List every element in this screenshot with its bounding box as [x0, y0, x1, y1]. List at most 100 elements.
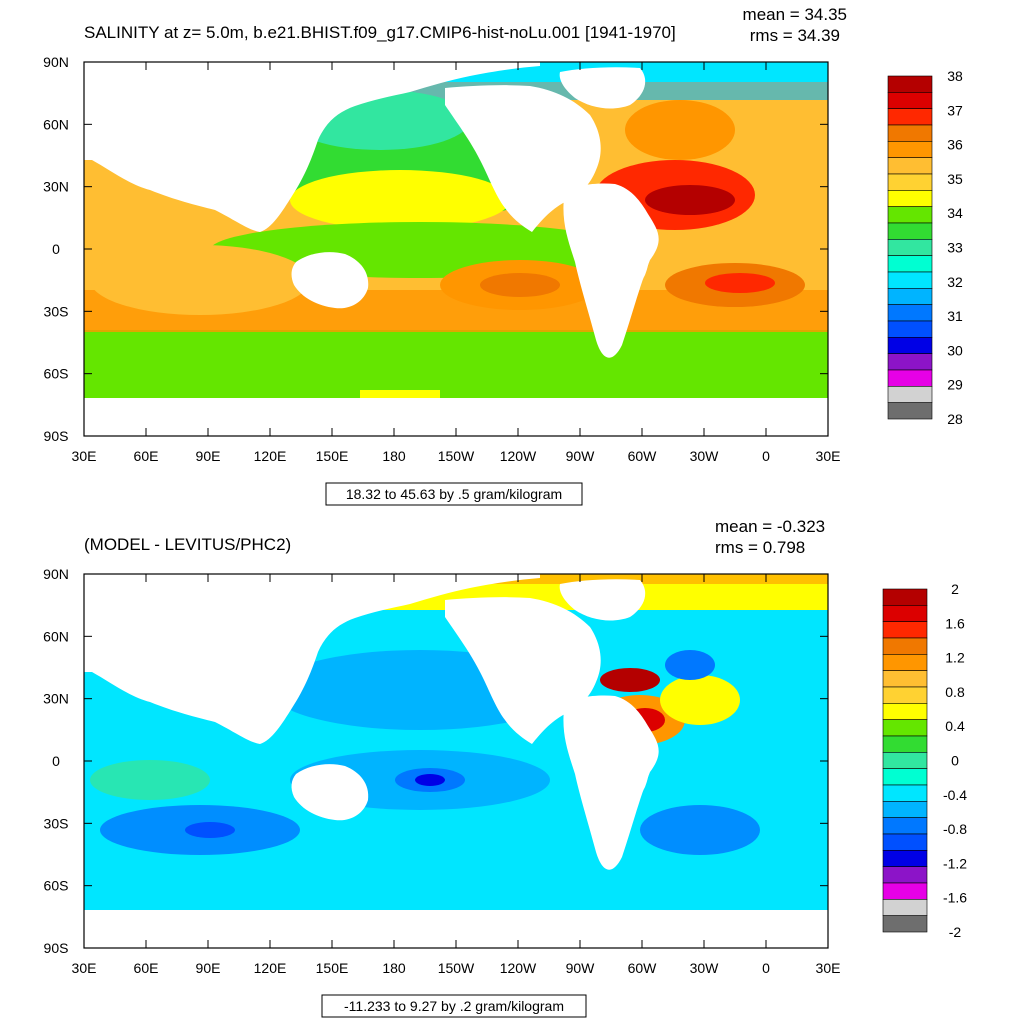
- colorbar-swatch: [882, 882, 928, 900]
- x-tick-label: 30E: [816, 960, 841, 976]
- colorbar-label: -0.8: [943, 821, 967, 837]
- y-tick-label: 0: [52, 753, 60, 769]
- y-tick-label: 60S: [44, 366, 69, 382]
- salinity-axes: 30E 60E 90E 120E 150E 180 150W 120W 90W 60W 30W 0 30…: [43, 54, 840, 464]
- difference-mean: mean = -0.323: [715, 517, 825, 536]
- y-tick-label: 60N: [43, 628, 69, 644]
- x-tick-label: 120W: [500, 448, 537, 464]
- colorbar-label: 0.8: [945, 684, 965, 700]
- colorbar-swatch: [887, 255, 933, 273]
- x-tick-label: 30W: [690, 448, 720, 464]
- colorbar-swatch: [882, 735, 928, 753]
- salinity-map: [84, 62, 828, 436]
- x-tick-label: 150W: [438, 448, 475, 464]
- colorbar-label: -0.4: [943, 787, 967, 803]
- colorbar-label: -2: [949, 924, 962, 940]
- colorbar-swatch: [882, 752, 928, 769]
- colorbar-swatch: [887, 353, 933, 371]
- colorbar-swatch: [887, 271, 933, 289]
- colorbar-swatch: [887, 386, 933, 403]
- colorbar-swatch: [882, 654, 928, 671]
- difference-title: (MODEL - LEVITUS/PHC2): [84, 535, 291, 554]
- colorbar-swatch: [882, 768, 928, 786]
- colorbar-label: -1.6: [943, 890, 967, 906]
- x-tick-label: 150W: [438, 960, 475, 976]
- difference-rms: rms = 0.798: [715, 538, 805, 557]
- colorbar-swatch: [882, 703, 928, 720]
- colorbar-label: 35: [947, 171, 963, 187]
- colorbar-label: 38: [947, 68, 963, 84]
- colorbar-swatch: [887, 92, 933, 109]
- salinity-mean: mean = 34.35: [743, 5, 847, 24]
- x-tick-label: 90W: [566, 448, 596, 464]
- salinity-panel: 30E 60E 90E 120E 150E 180 150W 120W 90W 60W 30W 0 30…: [43, 5, 963, 506]
- colorbar-label: 2: [951, 581, 959, 597]
- contour-info-box: [321, 994, 587, 1018]
- colorbar-swatch: [887, 124, 933, 142]
- salinity-rms: rms = 34.39: [750, 26, 840, 45]
- colorbar-label: 37: [947, 102, 963, 118]
- x-tick-label: 150E: [316, 960, 349, 976]
- colorbar-label: -1.2: [943, 855, 967, 871]
- x-tick-label: 120E: [254, 960, 287, 976]
- colorbar-swatch: [882, 817, 928, 835]
- y-tick-label: 30S: [44, 303, 69, 319]
- x-tick-label: 120W: [500, 960, 537, 976]
- colorbar-swatch: [887, 141, 933, 158]
- x-tick-label: 60W: [628, 960, 658, 976]
- colorbar-swatch: [887, 75, 933, 93]
- colorbar-swatch: [882, 686, 928, 704]
- difference-axes: 30E 60E 90E 120E 150E 180 150W 120W 90W 60W 30W 0 30…: [43, 566, 840, 976]
- colorbar-swatch: [887, 288, 933, 305]
- x-tick-label: 30E: [72, 960, 97, 976]
- colorbar-swatch: [882, 605, 928, 622]
- x-tick-label: 30E: [72, 448, 97, 464]
- colorbar-swatch: [887, 369, 933, 387]
- colorbar-label: 34: [947, 205, 963, 221]
- salinity-title: SALINITY at z= 5.0m, b.e21.BHIST.f09_g17…: [84, 23, 676, 42]
- x-tick-label: 60W: [628, 448, 658, 464]
- colorbar-label: 33: [947, 240, 963, 256]
- colorbar-swatch: [882, 670, 928, 688]
- x-tick-label: 90E: [196, 448, 221, 464]
- x-tick-label: 0: [762, 960, 770, 976]
- x-tick-label: 0: [762, 448, 770, 464]
- y-tick-label: 60N: [43, 116, 69, 132]
- y-tick-label: 90N: [43, 54, 69, 70]
- x-tick-label: 120E: [254, 448, 287, 464]
- y-tick-label: 30N: [43, 691, 69, 707]
- colorbar-swatch: [887, 402, 933, 420]
- colorbar-label: 1.6: [945, 615, 965, 631]
- y-tick-label: 30N: [43, 179, 69, 195]
- colorbar-label: 0.4: [945, 718, 965, 734]
- colorbar-swatch: [882, 719, 928, 737]
- colorbar-swatch: [887, 206, 933, 224]
- colorbar-swatch: [882, 899, 928, 916]
- colorbar-swatch: [887, 157, 933, 175]
- colorbar-label: 28: [947, 411, 963, 427]
- y-tick-label: 30S: [44, 815, 69, 831]
- x-tick-label: 30E: [816, 448, 841, 464]
- difference-panel: 30E 60E 90E 120E 150E 180 150W 120W 90W 60W 30W 0 30…: [43, 517, 967, 1018]
- colorbar-swatch: [887, 320, 933, 338]
- colorbar-label: 32: [947, 274, 963, 290]
- colorbar-label: 1.2: [945, 650, 965, 666]
- colorbar-swatch: [887, 222, 933, 240]
- colorbar-swatch: [882, 784, 928, 802]
- x-tick-label: 30W: [690, 960, 720, 976]
- colorbar-swatch: [887, 173, 933, 191]
- colorbar-swatch: [887, 190, 933, 207]
- colorbar-swatch: [882, 621, 928, 639]
- colorbar-label: 31: [947, 308, 963, 324]
- colorbar-swatch: [882, 588, 928, 606]
- colorbar-swatch: [882, 866, 928, 884]
- x-tick-label: 90W: [566, 960, 596, 976]
- colorbar-swatch: [887, 239, 933, 256]
- salinity-colorbar: 38 37 36 35 34 33 32 31 30 29 28: [887, 68, 963, 427]
- difference-map: [84, 574, 828, 948]
- colorbar-swatch: [887, 337, 933, 354]
- colorbar-label: 29: [947, 377, 963, 393]
- colorbar-label: 36: [947, 137, 963, 153]
- difference-colorbar: 2 1.6 1.2 0.8 0.4 0 -0.4 -0.8 -1.2 -1.6 -2: [882, 581, 967, 940]
